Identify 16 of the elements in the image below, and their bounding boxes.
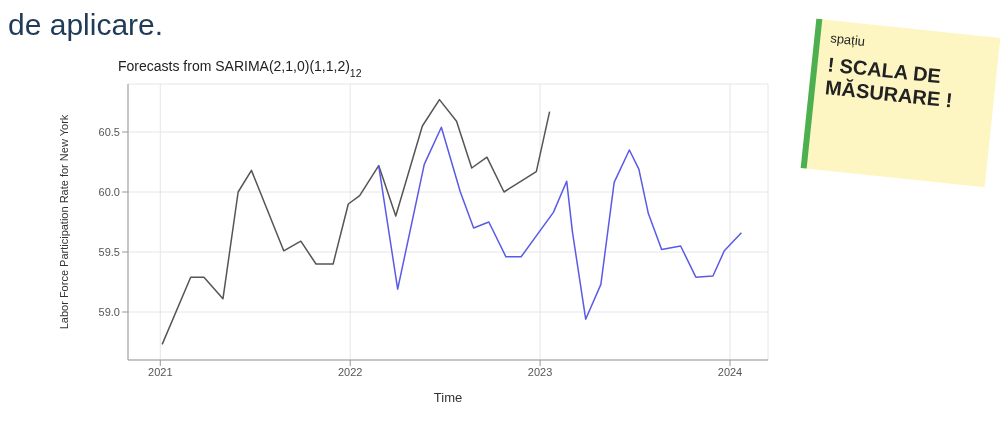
y-tick-label: 59.0 xyxy=(98,305,120,318)
text: ! SCALA DE MĂSURARE ! xyxy=(824,53,955,114)
line-series xyxy=(161,98,551,346)
text: spațiu xyxy=(829,30,866,49)
y-tick-label: 59.5 xyxy=(98,245,120,258)
line-series xyxy=(377,126,743,320)
text: de aplicare. xyxy=(8,8,164,42)
y-axis-title: Labor Force Participation Rate for New York xyxy=(57,114,70,330)
x-tick-label: 2024 xyxy=(717,365,743,378)
x-tick-label: 2021 xyxy=(148,365,173,378)
chart-title: Forecasts from SARIMA(2,1,0)(1,1,2)$_{12}$ xyxy=(118,58,362,79)
x-axis-title: Time xyxy=(433,390,463,405)
y-tick-label: 60.5 xyxy=(98,125,120,138)
x-tick-label: 2023 xyxy=(527,365,553,378)
x-tick-label: 2022 xyxy=(337,365,363,378)
y-tick-label: 60.0 xyxy=(98,185,120,198)
